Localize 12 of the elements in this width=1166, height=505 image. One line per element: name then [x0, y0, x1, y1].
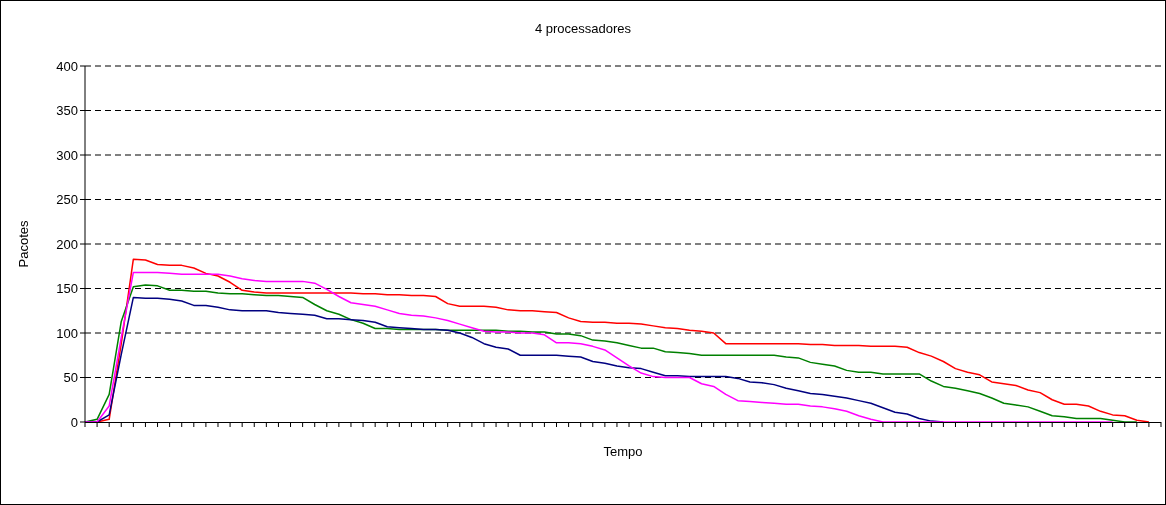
y-tick-label: 250 [56, 192, 78, 208]
chart-title: 4 processadores [533, 21, 633, 36]
y-tick-label: 100 [56, 325, 78, 341]
y-tick-label: 150 [56, 281, 78, 297]
y-tick-label: 50 [63, 370, 78, 386]
y-axis-title: Pacotes [15, 220, 31, 268]
y-tick-label: 200 [56, 236, 78, 252]
y-tick-label: 400 [56, 58, 78, 74]
y-tick-label: 300 [56, 147, 78, 163]
y-tick-label: 350 [56, 103, 78, 119]
y-tick-label: 0 [70, 414, 78, 430]
x-axis-title: Tempo [603, 444, 643, 459]
